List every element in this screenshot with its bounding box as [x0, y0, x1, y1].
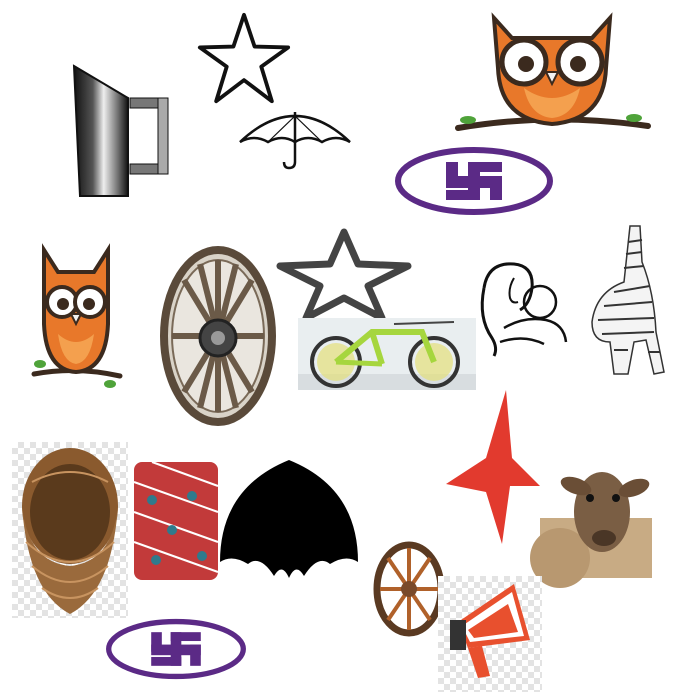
sheep-photo [530, 458, 652, 588]
umbrella-outline [236, 104, 354, 170]
swastika-emblem-top [394, 146, 554, 216]
wooden-wheel-small [373, 541, 445, 637]
star-outline-middle [276, 226, 412, 322]
umbrella-silhouette [218, 458, 360, 582]
patterned-cushion [132, 460, 220, 582]
wicker-basket [12, 442, 128, 618]
metal-jug-image [70, 62, 174, 198]
mother-and-child-drawing [474, 258, 570, 358]
swastika-emblem-bottom [104, 618, 248, 680]
green-bicycle [298, 318, 476, 390]
star-outline-top [196, 6, 292, 112]
red-star [446, 388, 540, 546]
owl-on-branch-large [454, 8, 651, 136]
wooden-wheel-large [160, 246, 276, 426]
zebra-sketch [584, 222, 670, 378]
owl-on-branch-small [30, 243, 123, 388]
megaphone [438, 576, 542, 692]
